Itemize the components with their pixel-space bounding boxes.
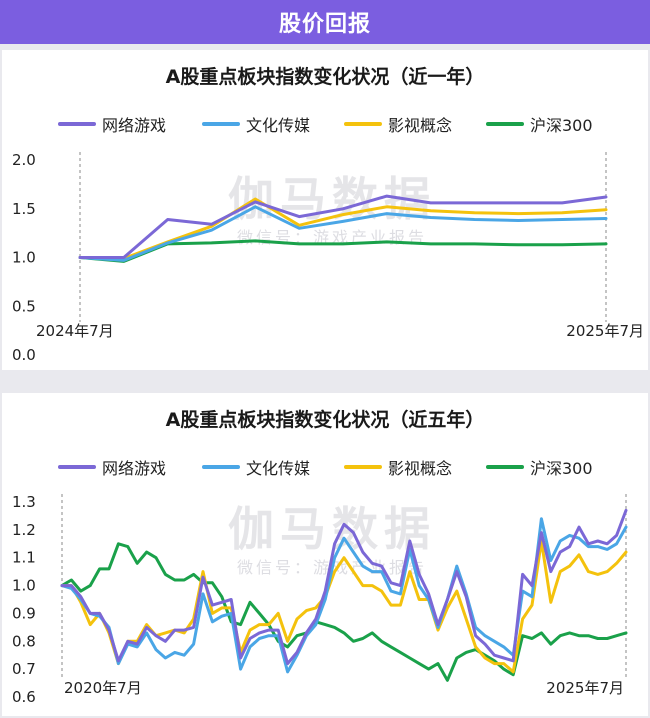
legend-label: 文化传媒 — [246, 116, 311, 135]
legend-label: 网络游戏 — [102, 459, 167, 478]
legend-label: 影视概念 — [388, 116, 453, 135]
chart-title: A股重点板块指数变化状况（近一年） — [165, 66, 485, 88]
legend-label: 文化传媒 — [246, 459, 311, 478]
y-tick-label: 2.0 — [12, 151, 36, 169]
y-tick-label: 0.8 — [12, 632, 36, 650]
legend-swatch — [486, 122, 524, 126]
chart-panel-one-year: A股重点板块指数变化状况（近一年） 网络游戏 文化传媒 影视概念 沪深300 伽… — [2, 50, 648, 370]
x-start-label: 2020年7月 — [64, 679, 142, 697]
legend-item: 网络游戏 — [58, 112, 166, 136]
legend-swatch — [344, 122, 382, 126]
legend-item: 影视概念 — [344, 112, 452, 136]
legend-swatch — [486, 465, 524, 469]
legend-swatch — [202, 122, 240, 126]
legend-swatch — [202, 465, 240, 469]
legend-swatch — [344, 465, 382, 469]
legend-item: 影视概念 — [344, 455, 452, 479]
y-tick-label: 0.5 — [12, 297, 36, 315]
legend-label: 影视概念 — [388, 459, 453, 478]
series-line — [78, 194, 608, 259]
y-tick-label: 1.5 — [12, 200, 36, 218]
y-tick-label: 1.1 — [12, 549, 36, 567]
x-start-label: 2024年7月 — [36, 322, 114, 340]
series-line — [60, 542, 628, 682]
series-line — [60, 517, 628, 674]
series-line — [78, 205, 608, 262]
legend-swatch — [58, 465, 96, 469]
chart-title: A股重点板块指数变化状况（近五年） — [165, 409, 485, 431]
x-end-label: 2025年7月 — [566, 322, 644, 340]
legend-item: 网络游戏 — [58, 455, 166, 479]
chart-legend: 网络游戏 文化传媒 影视概念 沪深300 — [2, 455, 648, 481]
y-tick-label: 0.0 — [12, 346, 36, 364]
x-end-label: 2025年7月 — [546, 679, 624, 697]
header-title: 股价回报 — [278, 12, 371, 37]
header-banner: 股价回报 — [0, 0, 650, 44]
y-tick-label: 1.3 — [12, 493, 36, 511]
legend-item: 文化传媒 — [202, 455, 310, 479]
legend-item: 沪深300 — [486, 455, 593, 479]
y-tick-label: 1.2 — [12, 521, 36, 539]
chart-legend: 网络游戏 文化传媒 影视概念 沪深300 — [2, 112, 648, 138]
chart-panel-five-year: A股重点板块指数变化状况（近五年） 网络游戏 文化传媒 影视概念 沪深300 伽… — [2, 393, 648, 716]
y-tick-label: 1.0 — [12, 249, 36, 267]
legend-item: 沪深300 — [486, 112, 593, 136]
series-line — [60, 508, 628, 666]
y-tick-label: 0.7 — [12, 660, 36, 678]
legend-label: 网络游戏 — [102, 116, 167, 135]
y-tick-label: 0.6 — [12, 688, 36, 706]
y-tick-label: 0.9 — [12, 604, 36, 622]
watermark-text: 伽马数据 — [228, 502, 436, 556]
y-tick-label: 1.0 — [12, 577, 36, 595]
legend-label: 沪深300 — [530, 459, 593, 478]
legend-item: 文化传媒 — [202, 112, 310, 136]
legend-label: 沪深300 — [530, 116, 593, 135]
legend-swatch — [58, 122, 96, 126]
